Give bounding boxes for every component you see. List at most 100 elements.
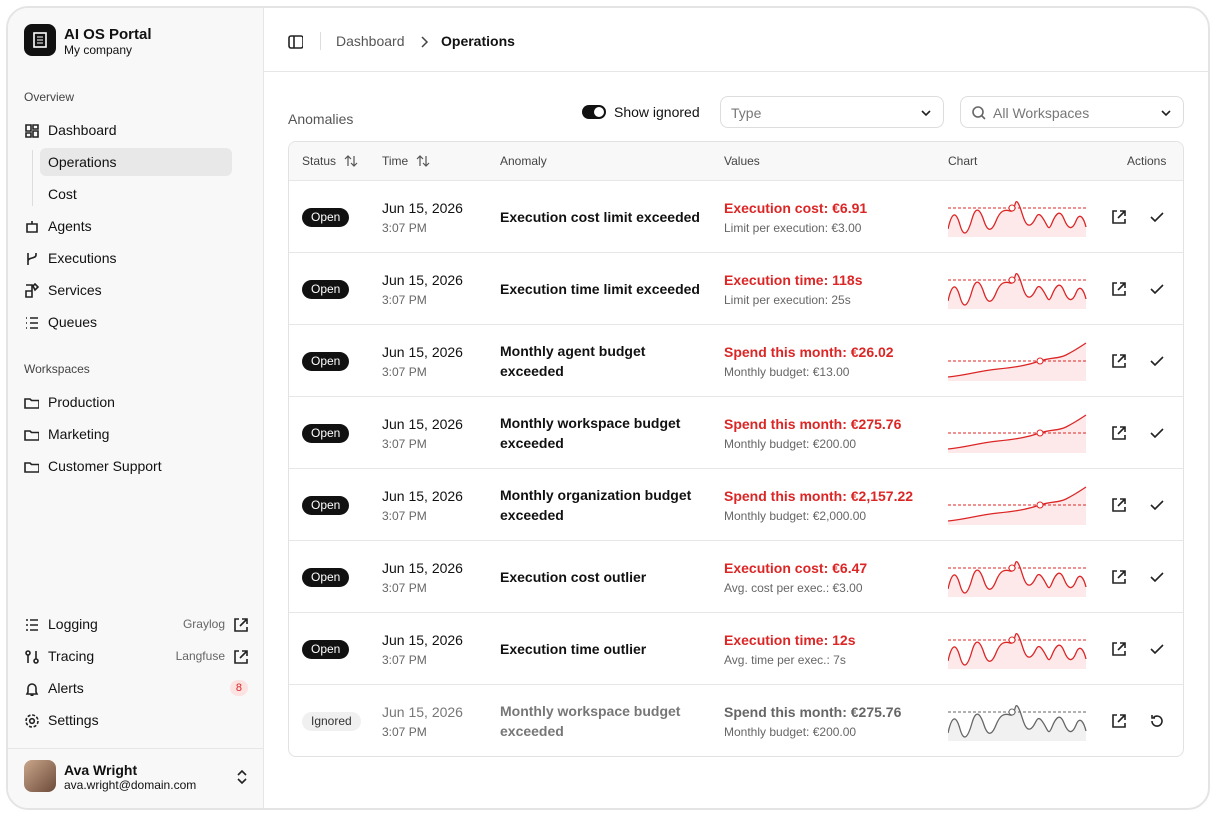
nav-item[interactable]: Agents: [24, 214, 92, 238]
anomaly-name: Execution time outlier: [500, 641, 647, 657]
icon: [25, 649, 39, 664]
nav-item[interactable]: Cost: [40, 182, 232, 206]
status-badge: Open: [302, 280, 350, 299]
nav-settings[interactable]: Settings: [24, 708, 99, 732]
nav-tracing[interactable]: Tracing Langfuse: [24, 644, 248, 668]
table-row: Ignored Jun 15, 2026 3:07 PM Monthly worksp…: [289, 684, 1183, 756]
breadcrumb-link[interactable]: Dashboard: [336, 33, 405, 49]
status-badge: Open: [302, 208, 350, 227]
chevron: [921, 110, 931, 117]
value: Spend this month: €275.76: [724, 704, 902, 720]
time: 3:07 PM: [382, 581, 427, 595]
column-header: Actions: [1127, 154, 1167, 168]
header-divider: [264, 71, 1208, 72]
sparkline: [948, 414, 1087, 453]
resolve-button[interactable]: [1149, 281, 1164, 296]
column-header[interactable]: Time: [382, 154, 430, 168]
brand-logo: [24, 24, 56, 56]
sparkline: [948, 342, 1087, 381]
value: Spend this month: €275.76: [724, 416, 902, 432]
main-content: Dashboard Operations Anomalies Show igno…: [264, 8, 1208, 808]
nav-label: Dashboard: [48, 122, 117, 138]
external-link[interactable]: Langfuse: [175, 649, 225, 663]
nav-alerts[interactable]: Alerts 8: [24, 676, 248, 700]
table-row: Open Jun 15, 2026 3:07 PM Execution cost ou…: [289, 540, 1183, 612]
value-detail: Avg. cost per exec.: €3.00: [724, 581, 863, 595]
nav-item[interactable]: Production: [24, 390, 115, 414]
user-menu-toggle[interactable]: [234, 769, 249, 784]
workspace-filter[interactable]: All Workspaces: [960, 96, 1184, 128]
nav-label: Logging: [48, 616, 98, 632]
external-link[interactable]: Graylog: [182, 617, 225, 631]
open-button[interactable]: [1111, 497, 1126, 512]
resolve-button[interactable]: [1149, 497, 1164, 512]
section-heading: Workspaces: [24, 362, 90, 376]
nav-item[interactable]: Marketing: [24, 422, 109, 446]
open-button[interactable]: [1111, 569, 1126, 584]
sparkline: [948, 486, 1087, 525]
logo-icon: [33, 32, 47, 48]
time: 3:07 PM: [382, 293, 427, 307]
nav-item[interactable]: Customer Support: [24, 454, 162, 478]
toggle-switch[interactable]: [582, 105, 606, 119]
date: Jun 15, 2026: [382, 416, 463, 432]
nav-logging[interactable]: Logging Graylog: [24, 612, 248, 636]
time: 3:07 PM: [382, 653, 427, 667]
column-header: Values: [724, 154, 760, 168]
sort-icon: [344, 155, 358, 167]
open-button[interactable]: [1111, 713, 1126, 728]
open-button[interactable]: [1111, 281, 1126, 296]
nav-item[interactable]: Operations: [40, 148, 232, 176]
open-button[interactable]: [1111, 209, 1126, 224]
resolve-button[interactable]: [1149, 425, 1164, 440]
nav-label: Alerts: [48, 680, 84, 696]
sidebar-toggle[interactable]: [288, 34, 303, 49]
status-badge: Open: [302, 640, 350, 659]
column-header: Anomaly: [500, 154, 547, 168]
nav-item[interactable]: Dashboard: [24, 118, 117, 142]
divider: [8, 748, 263, 749]
value-detail: Monthly budget: €200.00: [724, 437, 857, 451]
chevron: [1161, 110, 1171, 117]
table-row: Open Jun 15, 2026 3:07 PM Execution cost li…: [289, 180, 1183, 252]
open-button[interactable]: [1111, 425, 1126, 440]
section-title: Anomalies: [288, 111, 354, 127]
status-badge: Open: [302, 496, 350, 515]
value-detail: Monthly budget: €2,000.00: [724, 509, 867, 523]
time: 3:07 PM: [382, 509, 427, 523]
resolve-button[interactable]: [1149, 569, 1164, 584]
icon: [26, 220, 38, 233]
anomaly-name: Monthly workspace budget exceeded: [500, 415, 681, 451]
date: Jun 15, 2026: [382, 488, 463, 504]
toggle-label: Show ignored: [614, 104, 700, 120]
open-button[interactable]: [1111, 353, 1126, 368]
restore-button[interactable]: [1149, 713, 1164, 728]
nav-item[interactable]: Queues: [24, 310, 97, 334]
sparkline: [948, 561, 1087, 597]
nav-item[interactable]: Executions: [24, 246, 116, 270]
nav-label: Tracing: [48, 648, 95, 664]
resolve-button[interactable]: [1149, 209, 1164, 224]
column-header[interactable]: Status: [302, 154, 358, 168]
value: Spend this month: €26.02: [724, 344, 894, 360]
placeholder: All Workspaces: [993, 105, 1090, 121]
type-filter[interactable]: Type: [720, 96, 944, 128]
nav-label: Operations: [48, 154, 117, 170]
resolve-button[interactable]: [1149, 353, 1164, 368]
tree-line: [32, 150, 33, 206]
table-row: Open Jun 15, 2026 3:07 PM Monthly organizat…: [289, 468, 1183, 540]
nav-item[interactable]: Services: [24, 278, 102, 302]
date: Jun 15, 2026: [382, 632, 463, 648]
nav-label: Customer Support: [48, 458, 162, 474]
search-icon: [972, 106, 986, 120]
date: Jun 15, 2026: [382, 272, 463, 288]
icon: [24, 429, 39, 441]
icon: [24, 397, 39, 409]
resolve-button[interactable]: [1149, 641, 1164, 656]
open-button[interactable]: [1111, 641, 1126, 656]
anomaly-name: Execution cost outlier: [500, 569, 647, 585]
value-detail: Limit per execution: €3.00: [724, 221, 862, 235]
date: Jun 15, 2026: [382, 344, 463, 360]
value-detail: Limit per execution: 25s: [724, 293, 851, 307]
